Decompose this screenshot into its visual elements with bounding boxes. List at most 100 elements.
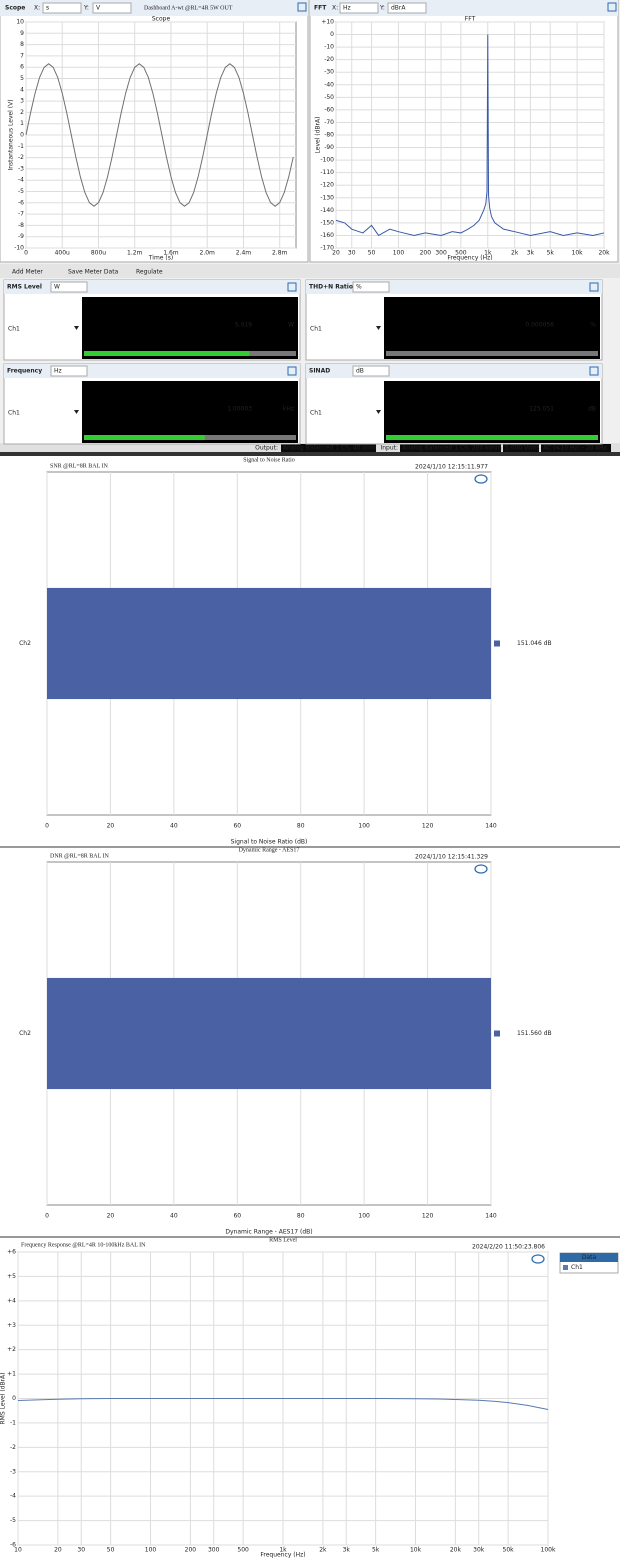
status-box <box>281 444 376 452</box>
channel-dropdown <box>74 410 79 414</box>
y-tick-label: 7 <box>20 52 24 59</box>
unit-select[interactable] <box>50 281 88 293</box>
separator <box>0 1236 620 1238</box>
axis-select-label: Y: <box>379 5 385 12</box>
y-tick-label: -4 <box>18 177 24 184</box>
x-tick-label: 140 <box>485 823 497 830</box>
y-tick-label: -4 <box>10 1493 16 1500</box>
y-tick-label: -80 <box>324 132 334 139</box>
y-unit: V <box>96 5 101 12</box>
status-box <box>541 444 611 452</box>
popout-icon[interactable] <box>607 2 617 12</box>
x-tick-label: 3k <box>527 250 535 257</box>
y-tick-label: -30 <box>324 69 334 76</box>
unit-select[interactable] <box>352 365 390 377</box>
y-tick-label: +1 <box>7 1371 16 1378</box>
toolbar-button[interactable]: Add Meter <box>12 269 43 276</box>
logo <box>474 864 488 874</box>
popout-icon[interactable] <box>297 2 307 12</box>
y-tick-label: -20 <box>324 56 334 63</box>
y-unit-select[interactable] <box>387 2 427 14</box>
x-tick-label: 1k <box>484 250 492 257</box>
x-tick-label: 200 <box>185 1547 197 1554</box>
meter-unit: dB <box>588 406 596 413</box>
x-tick-label: 1.2m <box>127 250 143 257</box>
popout-icon[interactable] <box>287 366 297 376</box>
meter-header <box>4 280 300 294</box>
x-tick-label: 2.4m <box>236 250 252 257</box>
y-tick-label: -160 <box>320 232 334 239</box>
meter-header <box>306 364 602 378</box>
chart-title: SNR @RL=8R BAL IN <box>50 463 109 469</box>
meter-display <box>82 297 298 359</box>
x-tick-label: 0 <box>24 250 28 257</box>
status-box <box>400 444 501 452</box>
status-label: Output: <box>255 445 278 452</box>
y-tick-label: -5 <box>10 1517 16 1524</box>
x-tick-label: 1.6m <box>163 250 179 257</box>
axis-select-label: X: <box>332 5 338 12</box>
x-axis-label: Time (s) <box>148 255 173 262</box>
y-tick-label: -9 <box>18 233 24 240</box>
category-label: Ch2 <box>19 640 31 647</box>
unit-select[interactable] <box>352 281 390 293</box>
popout-icon[interactable] <box>589 282 599 292</box>
y-tick-label: 0 <box>12 1395 16 1402</box>
x-unit-select[interactable] <box>42 2 82 14</box>
chart-subtitle: RMS Level <box>269 1237 297 1243</box>
y-tick-label: -2 <box>18 154 24 161</box>
unit-select-value: dB <box>356 368 364 375</box>
x-unit-select[interactable] <box>339 2 379 14</box>
y-tick-label: 4 <box>20 86 24 93</box>
x-tick-label: 3k <box>343 1547 351 1554</box>
popout-icon[interactable] <box>287 282 297 292</box>
x-tick-label: 500 <box>237 1547 249 1554</box>
channel-dropdown <box>376 410 381 414</box>
meter-title: THD+N Ratio <box>309 284 353 291</box>
toolbar-button[interactable]: Save Meter Data <box>68 269 119 276</box>
legend-swatch <box>494 640 500 647</box>
meter-unit: W <box>288 322 294 329</box>
unit-select[interactable] <box>50 365 88 377</box>
legend-header <box>560 1253 618 1262</box>
x-tick-label: 100 <box>393 250 405 257</box>
x-tick-label: 20k <box>598 250 610 257</box>
x-tick-label: 2.8m <box>272 250 288 257</box>
x-tick-label: 2k <box>511 250 519 257</box>
y-tick-label: 0 <box>20 132 24 139</box>
y-tick-label: -10 <box>324 44 334 51</box>
x-tick-label: 200 <box>420 250 432 257</box>
y-unit-select[interactable] <box>92 2 132 14</box>
y-tick-label: 6 <box>20 64 24 71</box>
meter-bar <box>84 435 205 440</box>
meter-display <box>82 381 298 443</box>
meter-unit: kHz <box>283 406 294 413</box>
x-tick-label: 5k <box>547 250 555 257</box>
unit-select-value: Hz <box>54 368 62 375</box>
meter-unit: % <box>590 322 596 329</box>
y-tick-label: -120 <box>320 182 334 189</box>
category-label: Ch2 <box>19 1030 31 1037</box>
legend-title: Data <box>582 1254 597 1261</box>
x-unit: s <box>46 5 49 12</box>
popout-icon[interactable] <box>589 366 599 376</box>
y-tick-label: +10 <box>321 19 334 26</box>
y-tick-label: +5 <box>7 1273 16 1280</box>
y-tick-label: -6 <box>10 1542 16 1549</box>
channel: Ch1 <box>310 326 322 333</box>
x-tick-label: 300 <box>435 250 447 257</box>
x-unit: Hz <box>343 5 351 12</box>
x-axis-label: Signal to Noise Ratio (dB) <box>231 839 308 846</box>
legend-swatch <box>494 1030 500 1037</box>
x-tick-label: 20 <box>107 1213 115 1220</box>
y-tick-label: 10 <box>16 19 24 26</box>
x-tick-label: 20 <box>107 823 115 830</box>
toolbar-button[interactable]: Regulate <box>136 269 163 276</box>
x-tick-label: 40 <box>170 1213 178 1220</box>
x-tick-label: 50 <box>368 250 376 257</box>
bars <box>47 977 491 1090</box>
channel: Ch1 <box>310 410 322 417</box>
meter-display <box>384 297 600 359</box>
y-axis-label: Level (dBrA) <box>315 117 322 154</box>
